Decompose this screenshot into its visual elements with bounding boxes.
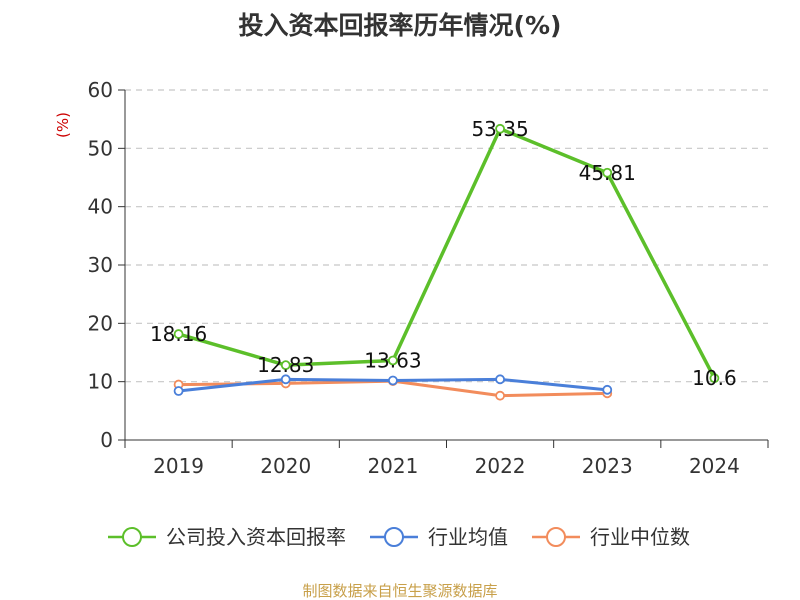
series-0-point-5 [709, 373, 720, 384]
y-tick-label-1: 10 [88, 370, 113, 394]
y-axis-label: (%) [54, 112, 72, 138]
chart-title: 投入资本回报率历年情况(%) [239, 11, 562, 40]
data-label-2: 13.63 [364, 348, 421, 372]
data-label-3: 53.35 [471, 117, 528, 141]
series-line-0 [178, 127, 716, 379]
series-1-point-2 [388, 375, 398, 386]
series-1 [173, 374, 613, 396]
series-0-point-4 [602, 167, 613, 178]
y-tick-label-5: 50 [88, 136, 113, 160]
y-tick-label-0: 0 [100, 428, 113, 452]
data-label-4: 45.81 [579, 161, 636, 185]
series-0-point-1 [280, 360, 291, 371]
y-tick-label-6: 60 [88, 78, 113, 102]
legend-marker-0[interactable] [122, 527, 142, 547]
y-tick-label-4: 40 [88, 195, 113, 219]
x-tick-label-5: 2024 [689, 454, 740, 478]
y-tick-label-3: 30 [88, 253, 113, 277]
legend-marker-2[interactable] [546, 527, 566, 547]
series-1-point-3 [495, 374, 505, 385]
x-tick-label-4: 2023 [582, 454, 633, 478]
axes: 0 10 20 30 40 50 60 2019 2020 2021 2022 2023 2024 [88, 78, 769, 478]
series-1-point-1 [280, 374, 291, 385]
data-label-0: 18.16 [150, 322, 207, 346]
series-1-point-4 [602, 384, 613, 395]
legend-marker-1[interactable] [384, 527, 404, 547]
data-label-5: 10.6 [692, 366, 737, 390]
series-0-point-0 [173, 329, 184, 339]
y-tick-label-2: 20 [88, 311, 113, 335]
data-label-1: 12.83 [257, 353, 314, 377]
series-1-point-0 [173, 386, 184, 396]
gridlines [125, 89, 768, 383]
source-note: 制图数据来自恒生聚源数据库 [302, 582, 497, 600]
series-0-point-3 [495, 123, 505, 134]
series-2-point-3 [495, 390, 505, 401]
legend-label-0: 公司投入资本回报率 [166, 525, 346, 549]
data-labels: 18.16 12.83 13.63 53.35 45.81 10.6 [150, 117, 737, 390]
x-tick-label-2: 2021 [367, 454, 418, 478]
x-tick-label-3: 2022 [475, 454, 526, 478]
series-0-point-2 [388, 355, 398, 366]
legend-label-2: 行业中位数 [590, 525, 690, 549]
legend[interactable]: 公司投入资本回报率 行业均值 行业中位数 [108, 525, 690, 549]
series-0 [173, 123, 720, 384]
legend-label-1: 行业均值 [428, 525, 508, 549]
series-group [173, 123, 720, 401]
x-tick-label-0: 2019 [153, 454, 204, 478]
x-tick-label-1: 2020 [260, 454, 311, 478]
